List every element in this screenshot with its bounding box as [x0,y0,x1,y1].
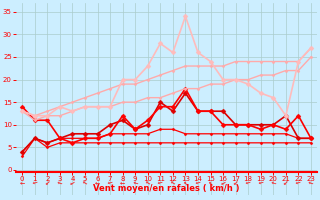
Text: ←: ← [194,179,202,186]
Text: ←: ← [295,179,302,186]
Text: ←: ← [308,179,314,186]
Text: ←: ← [132,179,138,186]
Text: ←: ← [208,180,213,185]
Text: ←: ← [56,179,63,186]
Text: ←: ← [220,179,227,186]
Text: ←: ← [94,179,101,186]
Text: ←: ← [20,180,25,185]
Text: ←: ← [107,179,114,186]
Text: ←: ← [232,179,239,186]
Text: ←: ← [244,179,252,186]
Text: ←: ← [82,179,89,186]
Text: ←: ← [282,179,290,186]
Text: ←: ← [270,179,277,186]
Text: ←: ← [157,179,164,186]
Text: ←: ← [257,179,264,186]
Text: ←: ← [69,179,76,186]
Text: ←: ← [182,179,189,186]
Text: ←: ← [144,179,151,186]
Text: ←: ← [32,179,38,186]
Text: ←: ← [44,179,51,186]
Text: ←: ← [170,179,176,186]
Text: ←: ← [119,179,126,186]
X-axis label: Vent moyen/en rafales ( km/h ): Vent moyen/en rafales ( km/h ) [93,184,240,193]
